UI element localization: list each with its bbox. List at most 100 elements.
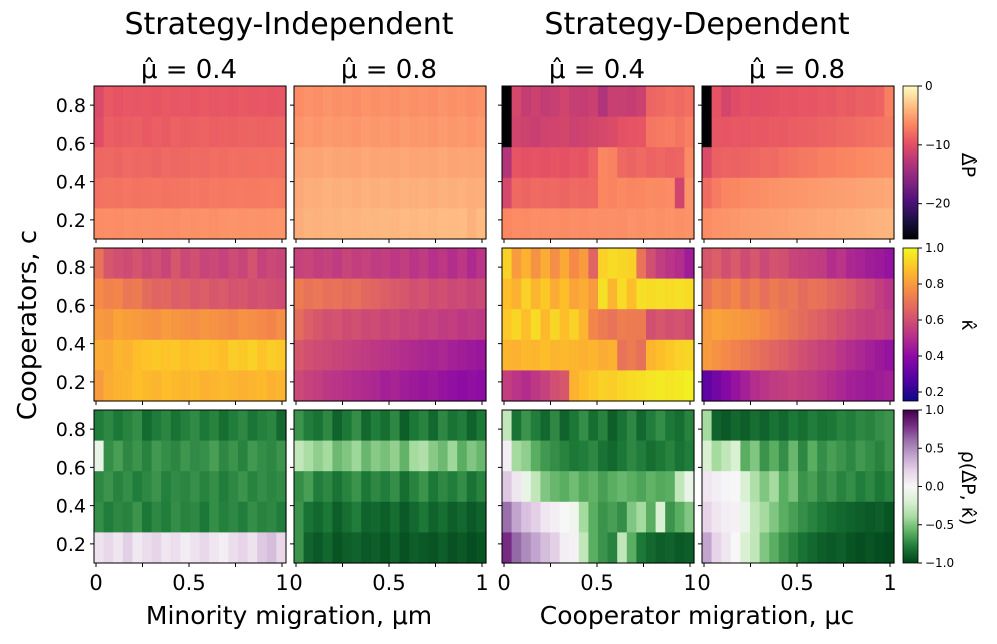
heatmap-cell (540, 177, 551, 209)
heatmap-cell (511, 440, 522, 472)
heatmap-cell (294, 471, 305, 503)
heatmap-cell (865, 532, 876, 564)
heatmap-cell (390, 501, 401, 533)
heatmap-cell (702, 248, 713, 280)
heatmap-cell (502, 309, 513, 341)
heatmap-cell (476, 309, 487, 341)
heatmap-cell (180, 410, 191, 442)
heatmap-cell (113, 410, 124, 442)
heatmap-cell (826, 248, 837, 280)
heatmap-cell (228, 339, 239, 371)
heatmap-cell (550, 410, 561, 442)
heatmap-cell (313, 177, 324, 209)
heatmap-cell (247, 177, 258, 209)
heatmap-cell (438, 86, 449, 118)
heatmap-cell (617, 116, 628, 148)
heatmap-cell (390, 339, 401, 371)
heatmap-cell (161, 339, 172, 371)
heatmap-cell (151, 440, 162, 472)
heatmap-cell (617, 501, 628, 533)
heatmap-cell (855, 248, 866, 280)
heatmap-cell (322, 440, 333, 472)
heatmap-cell (730, 309, 741, 341)
heatmap-cell (199, 86, 210, 118)
heatmap-cell (674, 278, 685, 310)
heatmap-cell (332, 116, 343, 148)
heatmap-cell (617, 370, 628, 402)
heatmap-cell (161, 309, 172, 341)
heatmap-cell (711, 177, 722, 209)
heatmap-cell (438, 471, 449, 503)
heatmap-cell (247, 309, 258, 341)
heatmap-cell (380, 309, 391, 341)
heatmap-cell (559, 208, 570, 240)
heatmap-cell (238, 278, 249, 310)
heatmap-cell (646, 116, 657, 148)
heatmap-cell (807, 177, 818, 209)
heatmap-cell (855, 86, 866, 118)
heatmap-cell (646, 248, 657, 280)
heatmap-cell (370, 147, 381, 179)
heatmap-cell (855, 339, 866, 371)
heatmap-cell (711, 208, 722, 240)
heatmap-cell (511, 410, 522, 442)
heatmap-cell (380, 410, 391, 442)
heatmap-cell (702, 501, 713, 533)
heatmap-cell (161, 370, 172, 402)
heatmap-cell (617, 532, 628, 564)
colorbar-tick-label: −1.0 (925, 556, 954, 570)
heatmap-cell (502, 248, 513, 280)
heatmap-cell (817, 370, 828, 402)
heatmap-cell (817, 208, 828, 240)
heatmap-cell (380, 370, 391, 402)
column-title-1: μ̂ = 0.4 (141, 55, 237, 85)
heatmap-cell (655, 177, 666, 209)
heatmap-cell (218, 471, 229, 503)
heatmap-cell (578, 208, 589, 240)
heatmap-cell (788, 410, 799, 442)
heatmap-cell (332, 471, 343, 503)
heatmap-cell (874, 86, 885, 118)
heatmap-cell (209, 532, 220, 564)
heatmap-cell (578, 309, 589, 341)
heatmap-cell (521, 86, 532, 118)
heatmap-cell (665, 208, 676, 240)
heatmap-cell (626, 309, 637, 341)
heatmap-cell (151, 370, 162, 402)
heatmap-cell (578, 339, 589, 371)
y-tick-label: 0.8 (56, 419, 86, 441)
heatmap-cell (94, 177, 105, 209)
colorbar-tick-label: 1.0 (925, 403, 944, 417)
heatmap-cell (476, 370, 487, 402)
heatmap-cell (874, 309, 885, 341)
heatmap-cell (418, 147, 429, 179)
heatmap-cell (418, 440, 429, 472)
heatmap-cell (122, 440, 133, 472)
heatmap-cell (228, 278, 239, 310)
heatmap-cell (684, 309, 695, 341)
heatmap-cell (702, 309, 713, 341)
heatmap-cell (132, 177, 143, 209)
heatmap-cell (132, 339, 143, 371)
heatmap-cell (466, 471, 477, 503)
heatmap-cell (798, 339, 809, 371)
panel-frame (501, 247, 695, 402)
heatmap-cell (559, 147, 570, 179)
heatmap-cell (769, 147, 780, 179)
heatmap-cell (103, 370, 114, 402)
heatmap-cell (161, 116, 172, 148)
heatmap-cell (636, 532, 647, 564)
heatmap-cell (588, 440, 599, 472)
heatmap-cell (294, 278, 305, 310)
heatmap-cell (294, 177, 305, 209)
heatmap-cell (750, 278, 761, 310)
heatmap-cell (750, 116, 761, 148)
heatmap-cell (788, 532, 799, 564)
heatmap-cell (142, 177, 153, 209)
heatmap-cell (711, 248, 722, 280)
heatmap-cell (646, 339, 657, 371)
heatmap-cell (303, 309, 314, 341)
heatmap-cell (390, 278, 401, 310)
heatmap-cell (521, 471, 532, 503)
heatmap-cell (294, 440, 305, 472)
